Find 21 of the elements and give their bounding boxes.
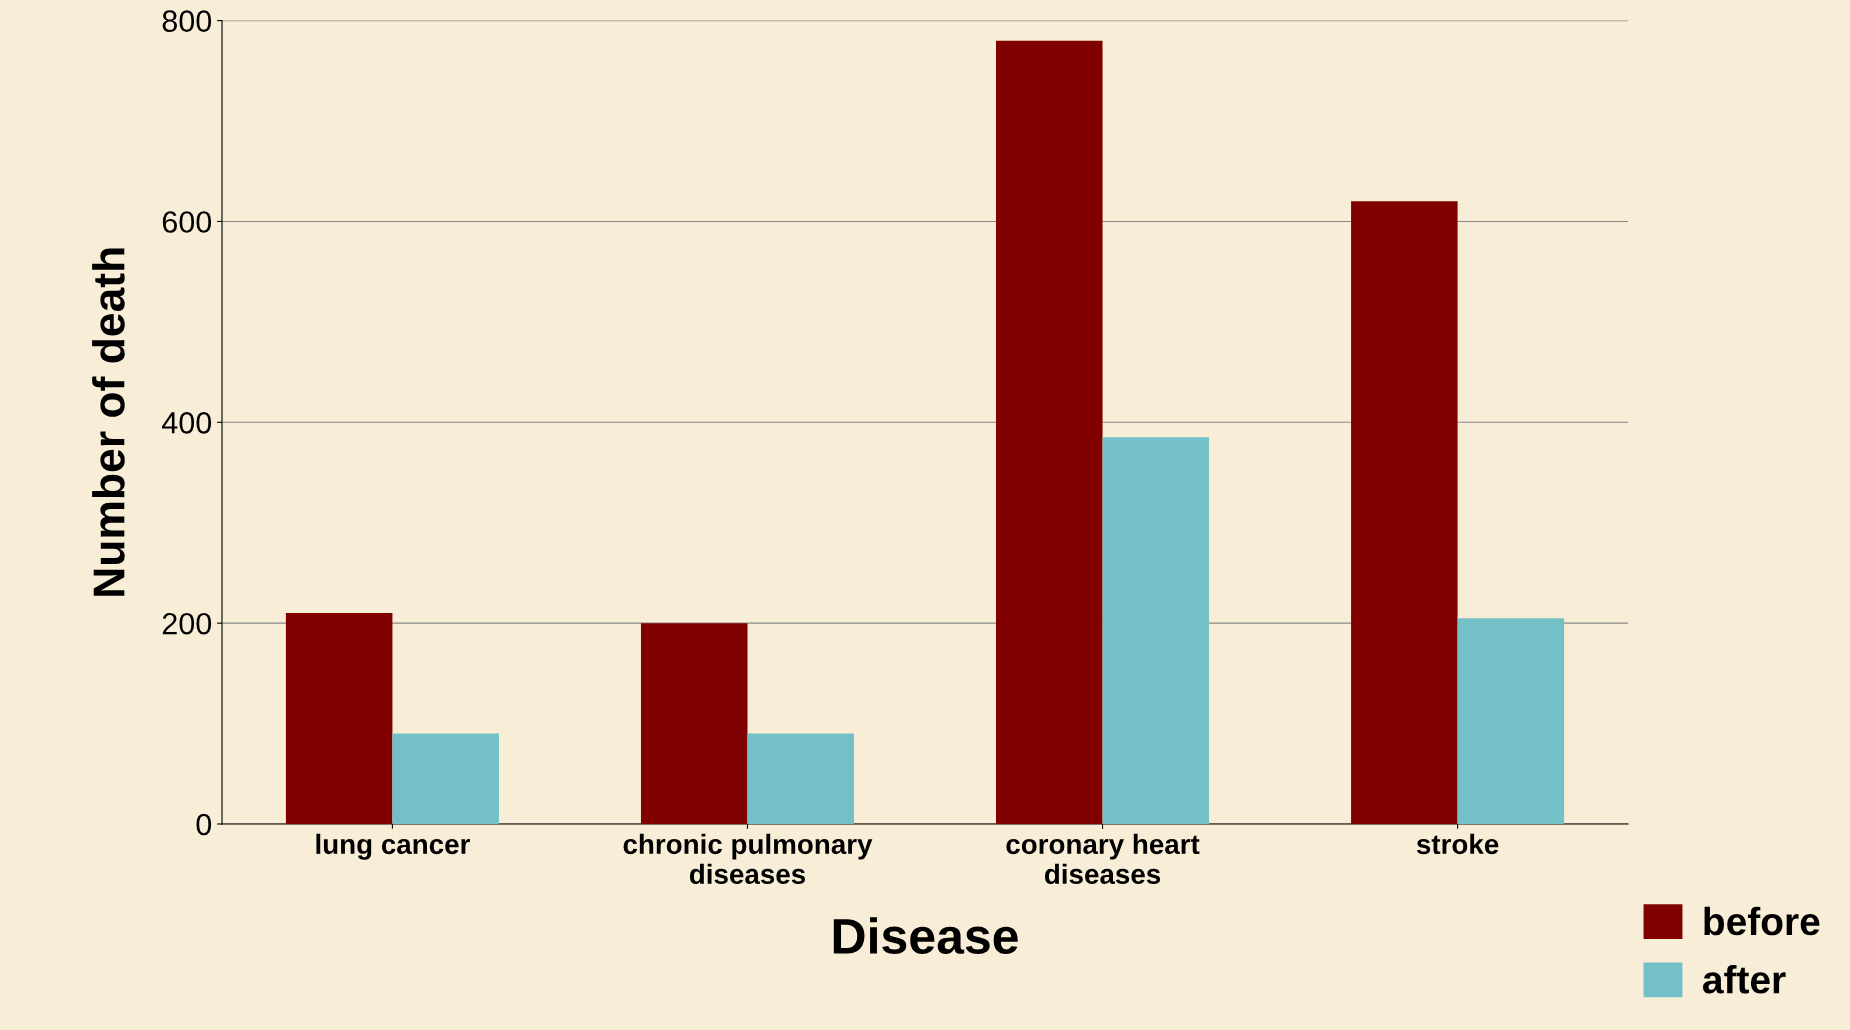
y-axis-title: Number of death: [92, 248, 125, 596]
y-tick-label: 200: [162, 612, 212, 635]
x-tick-label: coronary heart diseases: [1006, 833, 1200, 885]
x-axis-title: Disease: [833, 917, 1018, 955]
y-tick-label: 600: [162, 211, 212, 233]
y-tick-label: 800: [162, 10, 212, 32]
bar: [1351, 201, 1458, 824]
bar: [996, 40, 1103, 824]
bar: [747, 733, 854, 824]
y-tick-label: 400: [162, 412, 212, 434]
legend-label: after: [1703, 965, 1786, 994]
x-tick-label: chronic pulmonary diseases: [623, 833, 873, 885]
x-tick-label: lung cancer: [316, 833, 470, 860]
x-tick-label: stroke: [1416, 833, 1499, 855]
legend-label: before: [1704, 906, 1820, 936]
bar: [392, 733, 499, 824]
bar: [1457, 618, 1565, 824]
bar: [285, 613, 393, 824]
y-tick-label: 0: [196, 813, 212, 836]
bar: [1102, 437, 1210, 824]
bar: [640, 623, 748, 824]
